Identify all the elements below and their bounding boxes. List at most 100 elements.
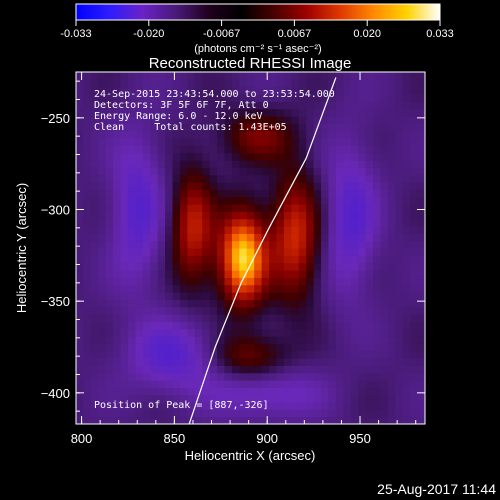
heatmap-cell xyxy=(402,343,411,352)
heatmap-cell xyxy=(410,72,419,80)
heatmap-cell xyxy=(387,270,396,278)
heatmap-cell xyxy=(365,167,374,176)
heatmap-cell xyxy=(187,160,196,168)
heatmap-cell xyxy=(276,160,285,168)
heatmap-cell xyxy=(113,182,122,190)
heatmap-cell xyxy=(224,86,233,95)
heatmap-cell xyxy=(98,387,107,396)
heatmap-cell xyxy=(172,387,181,396)
heatmap-cell xyxy=(328,189,337,198)
heatmap-cell xyxy=(261,116,270,124)
heatmap-cell xyxy=(172,182,181,190)
heatmap-cell xyxy=(172,343,181,352)
heatmap-cell xyxy=(142,409,151,418)
heatmap-cell xyxy=(395,72,404,80)
heatmap-cell xyxy=(328,409,337,418)
heatmap-cell xyxy=(365,358,374,366)
heatmap-cell xyxy=(224,358,233,366)
heatmap-cell xyxy=(410,343,419,352)
heatmap-cell xyxy=(298,123,307,132)
heatmap-cell xyxy=(343,248,352,256)
heatmap-cell xyxy=(395,277,404,286)
heatmap-cell xyxy=(157,86,166,95)
heatmap-cell xyxy=(291,277,300,286)
heatmap-cell xyxy=(209,270,218,278)
heatmap-cell xyxy=(179,138,188,146)
heatmap-cell xyxy=(410,108,419,117)
heatmap-cell xyxy=(113,240,122,249)
heatmap-cell xyxy=(135,123,144,132)
heatmap-cell xyxy=(90,350,99,359)
heatmap-cell xyxy=(358,152,367,161)
heatmap-cell xyxy=(335,218,344,227)
heatmap-cell xyxy=(83,79,92,88)
heatmap-cell xyxy=(120,350,129,359)
heatmap-cell xyxy=(187,240,196,249)
heatmap-cell xyxy=(343,138,352,146)
heatmap-cell xyxy=(283,372,292,381)
heatmap-cell xyxy=(179,116,188,124)
heatmap-cell xyxy=(328,174,337,183)
heatmap-cell xyxy=(157,409,166,418)
heatmap-cell xyxy=(239,72,248,80)
heatmap-cell xyxy=(306,321,315,330)
heatmap-cell xyxy=(98,108,107,117)
heatmap-cell xyxy=(417,211,425,220)
heatmap-cell xyxy=(98,123,107,132)
heatmap-cell xyxy=(402,306,411,315)
heatmap-cell xyxy=(395,160,404,168)
heatmap-cell xyxy=(402,299,411,308)
heatmap-cell xyxy=(83,292,92,300)
heatmap-cell xyxy=(387,130,396,139)
heatmap-cell xyxy=(291,321,300,330)
heatmap-cell xyxy=(395,94,404,102)
heatmap-cell xyxy=(217,387,226,396)
heatmap-cell xyxy=(261,226,270,234)
heatmap-cell xyxy=(365,409,374,418)
heatmap-cell xyxy=(98,211,107,220)
heatmap-cell xyxy=(313,262,322,271)
heatmap-cell xyxy=(142,167,151,176)
heatmap-cell xyxy=(76,174,85,183)
heatmap-cell xyxy=(306,416,315,424)
heatmap-cell xyxy=(172,270,181,278)
heatmap-cell xyxy=(402,240,411,249)
heatmap-cell xyxy=(209,380,218,388)
heatmap-cell xyxy=(224,277,233,286)
heatmap-cell xyxy=(172,152,181,161)
heatmap-cell xyxy=(269,138,278,146)
heatmap-cell xyxy=(113,343,122,352)
heatmap-cell xyxy=(350,387,359,396)
heatmap-cell xyxy=(76,270,85,278)
heatmap-cell xyxy=(402,196,411,205)
heatmap-cell xyxy=(98,160,107,168)
heatmap-cell xyxy=(172,138,181,146)
heatmap-cell xyxy=(365,292,374,300)
heatmap-cell xyxy=(395,196,404,205)
heatmap-cell xyxy=(150,101,159,110)
heatmap-cell xyxy=(365,152,374,161)
heatmap-cell xyxy=(306,189,315,198)
heatmap-cell xyxy=(187,79,196,88)
heatmap-cell xyxy=(127,262,137,271)
heatmap-cell xyxy=(283,218,292,227)
heatmap-cell xyxy=(313,174,322,183)
heatmap-cell xyxy=(135,321,144,330)
heatmap-cell xyxy=(83,409,92,418)
heatmap-cell xyxy=(239,79,248,88)
heatmap-cell xyxy=(105,314,114,322)
heatmap-cell xyxy=(187,189,196,198)
heatmap-cell xyxy=(187,218,196,227)
heatmap-cell xyxy=(410,394,419,403)
heatmap-cell xyxy=(224,240,233,249)
heatmap-cell xyxy=(187,101,196,110)
heatmap-cell xyxy=(135,101,144,110)
heatmap-cell xyxy=(254,299,263,308)
heatmap-cell xyxy=(150,123,159,132)
heatmap-cell xyxy=(254,314,263,322)
heatmap-cell xyxy=(298,248,307,256)
heatmap-cell xyxy=(217,226,226,234)
heatmap-cell xyxy=(231,182,240,190)
heatmap-cell xyxy=(120,108,129,117)
heatmap-cell xyxy=(276,402,285,410)
